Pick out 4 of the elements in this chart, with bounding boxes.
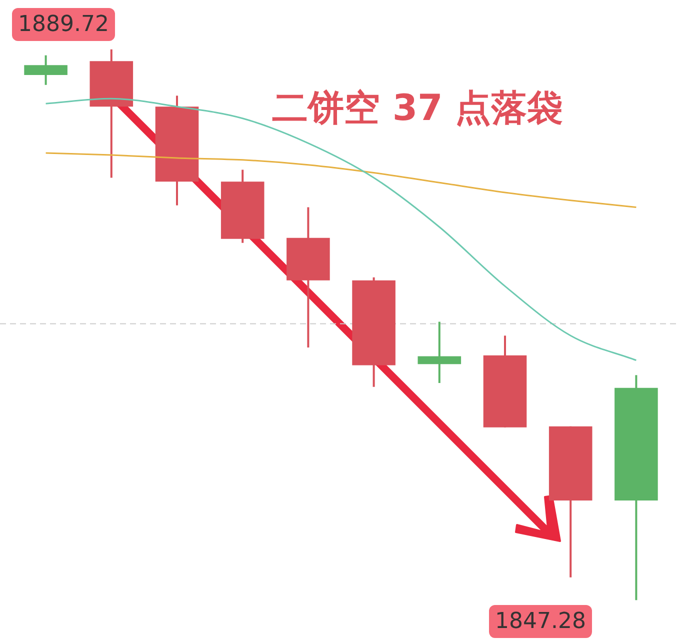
candlestick [418, 320, 462, 384]
text: 1889.72 [12, 8, 115, 41]
text: 二饼空 37 点落袋 [272, 87, 564, 131]
text: 1847.28 [489, 605, 592, 638]
